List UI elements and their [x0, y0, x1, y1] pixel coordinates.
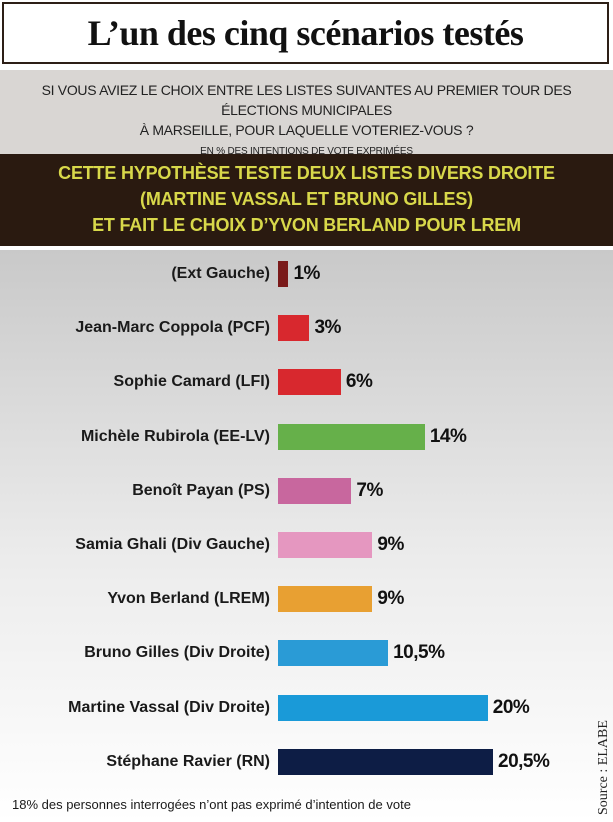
category-label: Michèle Rubirola (EE-LV) [80, 427, 270, 445]
bar [278, 586, 373, 613]
hypothesis-box: Cette hypothèse teste deux listes divers… [0, 154, 613, 246]
value-label: 14% [429, 425, 467, 447]
bar [278, 640, 389, 667]
value-label: 20,5% [498, 750, 550, 772]
category-label: Yvon Berland (LREM) [107, 590, 270, 608]
bar [278, 261, 289, 287]
category-label: Benoît Payan (PS) [132, 481, 270, 499]
chart-title: L’un des cinq scénarios testés [87, 13, 524, 53]
bar [278, 369, 341, 396]
unit-note: En % des intentions de vote exprimées [200, 146, 413, 157]
bar [278, 315, 310, 342]
value-label: 20% [492, 696, 530, 718]
hypothesis-line-1: Cette hypothèse teste deux listes divers… [58, 163, 555, 183]
value-label: 1% [293, 263, 320, 284]
bar [278, 423, 425, 450]
question-box: Si vous aviez le choix entre les listes … [0, 70, 613, 157]
value-label: 7% [356, 479, 383, 501]
value-label: 9% [377, 588, 404, 610]
bar [278, 748, 493, 775]
category-label: Stéphane Ravier (RN) [106, 752, 270, 770]
question-line-2: à Marseille, pour laquelle voteriez-vous… [139, 122, 474, 138]
hypothesis-line-2: (Martine Vassal et Bruno Gilles) [140, 189, 473, 209]
bar [278, 694, 488, 721]
value-label: 9% [377, 534, 404, 555]
question-line-1: Si vous aviez le choix entre les listes … [41, 82, 572, 118]
value-label: 10,5% [393, 642, 445, 664]
category-label: (Ext Gauche) [171, 265, 270, 282]
hypothesis-line-3: et fait le choix d’Yvon Berland pour LRE… [92, 215, 521, 235]
bar [278, 532, 373, 558]
value-label: 3% [314, 317, 341, 339]
footnote: 18% des personnes interrogées n’ont pas … [12, 797, 411, 812]
category-label: Samia Ghali (Div Gauche) [75, 536, 270, 553]
bar [278, 477, 352, 504]
value-label: 6% [345, 371, 373, 393]
category-label: Jean-Marc Coppola (PCF) [75, 319, 270, 337]
title-box: L’un des cinq scénarios testés [2, 2, 609, 64]
bar-chart: (Ext Gauche) 1% Jean-Marc Coppola (PCF) 3% S… [0, 246, 613, 786]
category-label: Martine Vassal (Div Droite) [68, 698, 270, 716]
category-label: Sophie Camard (LFI) [113, 373, 270, 391]
category-label: Bruno Gilles (Div Droite) [84, 644, 270, 662]
source-credit: Source : ELABE [596, 720, 611, 815]
